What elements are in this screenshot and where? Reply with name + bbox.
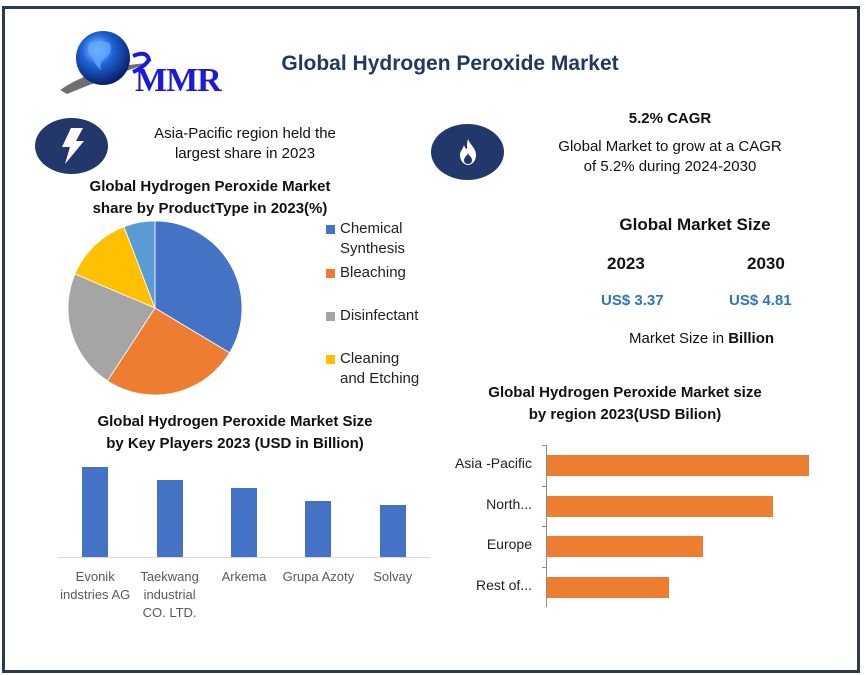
axis-tick — [542, 445, 547, 446]
legend-swatch — [326, 355, 335, 364]
legend-item-bleaching: Bleaching — [326, 263, 406, 283]
pie-slice — [106, 307, 231, 396]
pie-chart-title-line2: share by ProductType in 2023(%) — [92, 200, 328, 217]
pie-slice — [67, 273, 156, 382]
region-title-line2: by region 2023(USD Bilion) — [528, 406, 722, 423]
legend-label: Disinfectant — [340, 307, 419, 324]
cagr-insight-line1: Global Market to grow at a CAGR — [558, 138, 782, 155]
legend-label: Chemical Synthesis — [340, 220, 406, 257]
key-players-x-axis: Evonik indstries AG Taekwang industrial CO. … — [58, 568, 430, 628]
key-players-title-line2: by Key Players 2023 (USD in Billion) — [106, 435, 364, 452]
region-bar — [547, 495, 773, 517]
axis-tick — [542, 485, 547, 487]
player-label: Evonik indstries AG — [60, 569, 131, 602]
legend-item-chemical-synthesis: Chemical Synthesis — [326, 219, 405, 259]
lightning-bolt-icon — [61, 128, 84, 164]
player-bar — [305, 501, 332, 557]
page-title: Global Hydrogen Peroxide Market — [281, 52, 619, 75]
region-chart-title: Global Hydrogen Peroxide Market size by … — [470, 382, 780, 426]
player-bar — [231, 488, 257, 557]
flame-icon-badge — [431, 124, 504, 180]
axis-tick — [542, 526, 547, 527]
region-bar — [547, 536, 703, 558]
pie-slice — [154, 220, 243, 354]
legend-label: Bleaching — [340, 264, 406, 281]
market-size-note: Market Size in Billion — [629, 330, 774, 347]
globe-icon — [60, 31, 152, 94]
player-label: Taekwang industrial CO. LTD. — [140, 569, 199, 620]
legend-label: Cleaning and Etching — [340, 350, 420, 387]
axis-tick — [542, 566, 547, 568]
key-players-bar-chart — [58, 460, 430, 558]
region-label: North... — [486, 495, 532, 512]
region-insight-line2: largest share in 2023 — [174, 145, 316, 162]
value-2030: US$ 4.81 — [729, 292, 792, 309]
lightning-icon-badge — [35, 118, 108, 174]
logo-text: MMR — [135, 62, 222, 99]
pie-legend: Chemical Synthesis Bleaching Disinfectant… — [326, 219, 436, 399]
player-bar — [156, 479, 183, 557]
key-players-chart-title: Global Hydrogen Peroxide Market Size by … — [60, 411, 410, 455]
legend-swatch — [326, 312, 335, 321]
player-label: Arkema — [221, 569, 267, 584]
region-bar — [547, 455, 809, 477]
region-label: Rest of... — [475, 576, 532, 593]
legend-item-cleaning-etching: Cleaning and Etching — [326, 349, 419, 389]
market-size-heading: Global Market Size — [619, 215, 771, 234]
region-label: Asia -Pacific — [454, 455, 532, 472]
market-size-note-text: Market Size in — [629, 330, 729, 347]
flame-icon — [459, 139, 476, 165]
infographic-frame — [2, 6, 860, 673]
player-label: Grupa Azoty — [282, 569, 355, 584]
pie-slice — [123, 220, 156, 309]
market-size-note-unit: Billion — [728, 330, 775, 347]
legend-item-disinfectant: Disinfectant — [326, 306, 418, 326]
region-insight-line1: Asia-Pacific region held the — [154, 125, 336, 142]
legend-swatch — [326, 225, 335, 234]
mmr-logo: MMR — [55, 28, 222, 99]
region-bar-chart — [542, 445, 837, 607]
region-bar — [547, 576, 669, 598]
region-title-line1: Global Hydrogen Peroxide Market size — [488, 384, 762, 401]
region-label: Europe — [486, 536, 532, 553]
pie-slice — [74, 226, 156, 309]
player-bar — [379, 504, 406, 557]
cagr-heading: 5.2% CAGR — [628, 110, 712, 127]
value-2023: US$ 3.37 — [601, 292, 664, 309]
product-type-pie-chart — [67, 220, 243, 396]
pie-chart-title: Global Hydrogen Peroxide Market share by… — [60, 176, 360, 220]
player-bar — [82, 466, 109, 557]
key-players-title-line1: Global Hydrogen Peroxide Market Size — [97, 413, 373, 430]
legend-swatch — [326, 269, 335, 278]
region-y-axis: Asia -Pacific North... Europe Rest of... — [440, 445, 540, 607]
region-insight: Asia-Pacific region held the largest sha… — [130, 124, 360, 164]
year-2023: 2023 — [607, 254, 645, 273]
cagr-insight-line2: of 5.2% during 2024-2030 — [583, 158, 757, 175]
year-2030: 2030 — [747, 254, 785, 273]
player-label: Solvay — [373, 569, 413, 584]
pie-chart-title-line1: Global Hydrogen Peroxide Market — [89, 178, 331, 195]
cagr-insight: Global Market to grow at a CAGR of 5.2% … — [530, 137, 810, 177]
